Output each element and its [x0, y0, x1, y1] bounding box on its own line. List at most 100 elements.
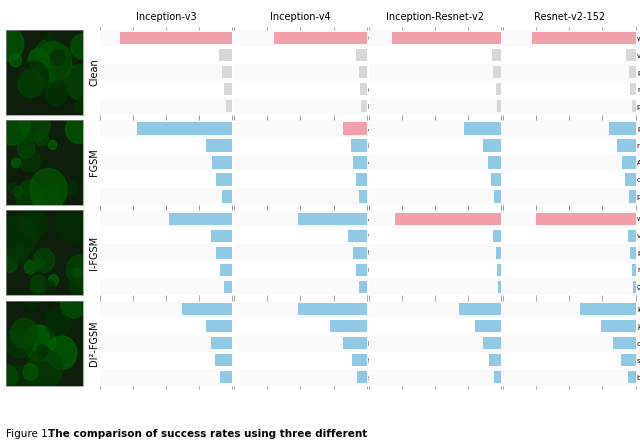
Bar [100, 210, 232, 228]
Bar [369, 318, 501, 335]
Text: DI²-FGSM: DI²-FGSM [90, 320, 99, 366]
Bar [622, 157, 636, 168]
Bar [100, 154, 232, 171]
Bar [100, 244, 232, 262]
Circle shape [23, 363, 38, 381]
Bar [351, 139, 367, 152]
Text: Inception-Resnet-v2: Inception-Resnet-v2 [386, 12, 484, 22]
Bar [359, 66, 367, 78]
Circle shape [3, 366, 35, 402]
Circle shape [45, 184, 61, 202]
Circle shape [0, 26, 24, 61]
Bar [536, 213, 636, 225]
Bar [100, 262, 232, 278]
Circle shape [76, 277, 89, 292]
Bar [369, 188, 501, 205]
Bar [100, 64, 232, 81]
Bar [369, 137, 501, 154]
Bar [100, 335, 232, 352]
Circle shape [61, 288, 88, 318]
Bar [234, 352, 367, 369]
Bar [215, 354, 232, 366]
Bar [497, 264, 501, 276]
Circle shape [65, 115, 92, 143]
Bar [100, 369, 232, 386]
Bar [100, 81, 232, 97]
Bar [234, 81, 367, 97]
Bar [234, 210, 367, 228]
Circle shape [19, 61, 49, 93]
Circle shape [19, 149, 40, 172]
Circle shape [35, 131, 49, 146]
Bar [298, 303, 367, 315]
Circle shape [10, 53, 22, 67]
Bar [532, 32, 636, 44]
Bar [362, 100, 367, 112]
Bar [234, 262, 367, 278]
Bar [359, 281, 367, 293]
Bar [503, 81, 636, 97]
Text: Inception-v4: Inception-v4 [271, 12, 331, 22]
Bar [221, 191, 232, 203]
Bar [352, 354, 367, 366]
Bar [503, 188, 636, 205]
Bar [234, 171, 367, 188]
Circle shape [51, 339, 77, 367]
Bar [493, 230, 501, 242]
Bar [628, 230, 636, 242]
Bar [483, 337, 501, 349]
Bar [211, 230, 232, 242]
Bar [369, 244, 501, 262]
Bar [369, 120, 501, 137]
Bar [137, 122, 232, 135]
Bar [343, 337, 367, 349]
Bar [621, 354, 636, 366]
Bar [360, 83, 367, 95]
Circle shape [23, 325, 56, 361]
Bar [221, 66, 232, 78]
Bar [464, 122, 501, 135]
Bar [475, 320, 501, 333]
Circle shape [64, 179, 77, 194]
Bar [100, 97, 232, 115]
Bar [490, 173, 501, 186]
Bar [234, 97, 367, 115]
Bar [632, 100, 636, 112]
Bar [503, 120, 636, 137]
Circle shape [11, 318, 38, 348]
Circle shape [33, 248, 54, 273]
Bar [226, 100, 232, 112]
Circle shape [35, 39, 61, 68]
Circle shape [12, 158, 20, 168]
Bar [216, 173, 232, 186]
Bar [234, 188, 367, 205]
Circle shape [76, 98, 90, 114]
Circle shape [26, 325, 49, 350]
Bar [100, 30, 232, 47]
Bar [348, 230, 367, 242]
Bar [495, 191, 501, 203]
Bar [369, 81, 501, 97]
Circle shape [74, 269, 83, 277]
Bar [369, 154, 501, 171]
Bar [216, 247, 232, 259]
Circle shape [45, 30, 55, 41]
Text: The comparison of success rates using three different: The comparison of success rates using th… [48, 429, 367, 439]
Bar [503, 262, 636, 278]
Circle shape [38, 71, 54, 88]
Bar [100, 228, 232, 244]
Text: Figure 1.: Figure 1. [6, 429, 55, 439]
Circle shape [29, 168, 67, 210]
Bar [100, 318, 232, 335]
Bar [369, 335, 501, 352]
Bar [369, 369, 501, 386]
Bar [100, 171, 232, 188]
Bar [609, 122, 636, 135]
Bar [503, 210, 636, 228]
Circle shape [0, 216, 36, 258]
Bar [632, 264, 636, 276]
Bar [100, 120, 232, 137]
Bar [234, 318, 367, 335]
Bar [503, 318, 636, 335]
Bar [503, 335, 636, 352]
